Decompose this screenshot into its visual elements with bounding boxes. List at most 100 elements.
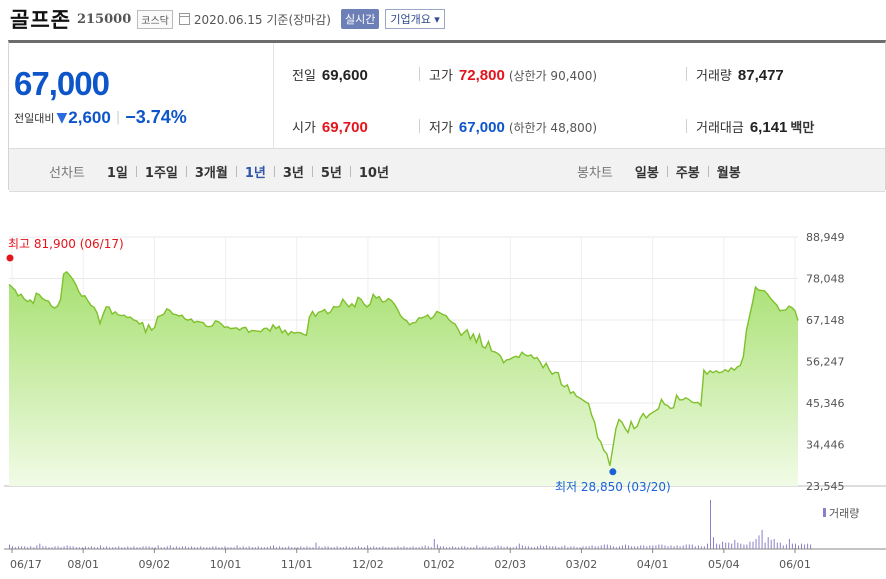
volume-bar	[209, 547, 211, 549]
low-label: 저가	[429, 121, 453, 136]
volume-bar	[276, 547, 277, 549]
tab-separator	[311, 166, 313, 177]
volume-bar	[470, 547, 472, 549]
volume-bar	[300, 546, 302, 549]
volume-bar	[394, 547, 396, 549]
tab-1w[interactable]: 1주일	[144, 166, 178, 181]
volume-bar	[461, 546, 463, 549]
volume-label: 거래량	[696, 69, 732, 84]
volume-bar	[506, 546, 508, 549]
date-text: 2020.06.15 기준(장마감)	[193, 12, 331, 27]
y-tick-label: 67,148	[806, 314, 845, 327]
tab-separator	[349, 166, 351, 177]
divider	[686, 119, 687, 133]
x-tick-label: 02/03	[494, 558, 526, 571]
tab-separator	[666, 166, 668, 177]
volume-bar	[418, 547, 420, 549]
volume-bar	[628, 545, 630, 549]
change-percent: −3.74%	[125, 107, 187, 127]
volume-bar	[576, 547, 578, 549]
y-tick-label: 45,346	[806, 397, 845, 410]
tab-3y[interactable]: 3년	[282, 166, 304, 181]
volume-bar	[24, 546, 26, 549]
volume-bar	[515, 546, 517, 549]
volume-bar	[273, 545, 274, 549]
volume-bar	[500, 546, 502, 549]
volume-bar	[30, 546, 32, 549]
price-cell: 67,000 전일대비 ▼ 2,600 | −3.74%	[9, 43, 274, 148]
volume-bar	[15, 547, 17, 549]
volume-bar	[354, 547, 356, 549]
tab-separator	[235, 166, 237, 177]
low-value: 67,000	[458, 119, 505, 136]
volume-bar	[782, 545, 784, 549]
tab-daily[interactable]: 일봉	[634, 166, 659, 181]
volume-bar	[664, 545, 666, 549]
volume-bar	[270, 546, 271, 549]
volume-bar	[491, 547, 493, 549]
volume-bar	[266, 547, 268, 549]
realtime-button[interactable]: 실시간	[340, 9, 380, 29]
volume-bar	[224, 546, 226, 549]
volume-bar	[534, 547, 535, 549]
volume-bar	[770, 539, 772, 549]
x-tick-label: 03/02	[566, 558, 598, 571]
tab-1y[interactable]: 1년	[244, 166, 266, 181]
volume-bar	[157, 545, 159, 549]
volume-bar	[303, 547, 305, 549]
tab-separator	[273, 166, 275, 177]
high-value: 72,800	[458, 67, 505, 84]
y-tick-label: 78,048	[806, 273, 845, 286]
volume-bar	[81, 547, 83, 549]
volume-bar	[57, 546, 59, 549]
volume-bar	[549, 546, 551, 549]
volume-bar	[324, 546, 326, 549]
volume-bar	[637, 546, 639, 549]
volume-bar	[722, 541, 724, 549]
stat-low: 저가 67,000 (하한가 48,800)	[429, 117, 597, 136]
volume-bar	[364, 547, 366, 549]
volume-bar	[236, 545, 238, 549]
volume-bar	[567, 547, 569, 549]
tab-weekly[interactable]: 주봉	[675, 166, 700, 181]
amount-label: 거래대금	[696, 121, 744, 136]
volume-bar	[21, 546, 23, 549]
volume-bar	[521, 545, 523, 549]
volume-bar	[755, 539, 757, 549]
volume-bar	[215, 546, 217, 549]
volume-bar	[573, 546, 575, 549]
volume-bar	[358, 546, 359, 549]
volume-bar	[612, 546, 614, 549]
volume-bar	[679, 546, 681, 549]
volume-bar	[458, 547, 460, 549]
volume-bar	[203, 547, 205, 549]
calendar-icon	[178, 13, 190, 25]
tab-10y[interactable]: 10년	[358, 166, 389, 181]
volume-bar	[452, 546, 454, 549]
tab-1d[interactable]: 1일	[106, 166, 128, 181]
volume-bar	[643, 545, 645, 549]
volume-bar	[773, 539, 775, 549]
volume-bar	[740, 543, 742, 549]
company-info-button[interactable]: 기업개요 ▾	[385, 9, 445, 29]
tab-monthly[interactable]: 월봉	[716, 166, 741, 181]
volume-bar	[433, 539, 435, 549]
volume-bar	[169, 545, 171, 549]
volume-bar	[676, 545, 678, 549]
volume-bar	[752, 541, 754, 549]
volume-bar	[555, 546, 557, 549]
volume-bar	[494, 546, 496, 549]
volume-bar	[697, 545, 699, 549]
volume-value: 87,477	[737, 67, 784, 84]
volume-bar	[758, 535, 760, 549]
tab-3m[interactable]: 3개월	[194, 166, 228, 181]
volume-bar	[415, 547, 417, 549]
volume-bar	[112, 547, 114, 549]
volume-bar	[631, 546, 633, 549]
tab-5y[interactable]: 5년	[320, 166, 342, 181]
volume-bar	[75, 547, 77, 549]
down-arrow-icon: ▼	[56, 109, 68, 126]
x-tick-label: 05/04	[708, 558, 740, 571]
volume-bar	[175, 546, 177, 549]
divider	[419, 119, 420, 133]
